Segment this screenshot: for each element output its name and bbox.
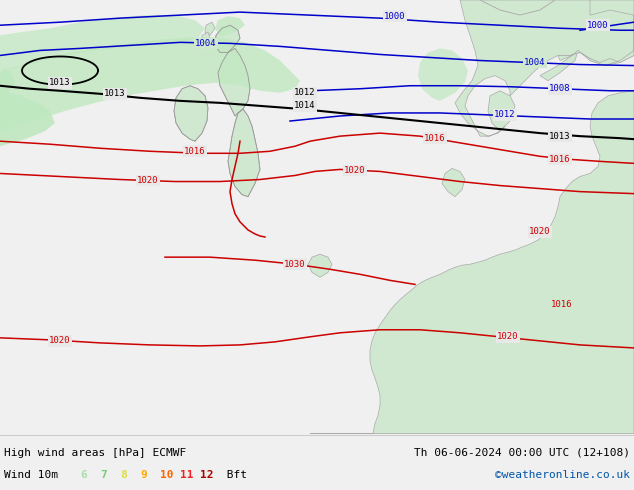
Text: 8: 8 (120, 470, 127, 480)
Text: 1014: 1014 (294, 101, 316, 110)
Text: 7: 7 (100, 470, 107, 480)
Text: 1016: 1016 (551, 300, 573, 309)
Polygon shape (205, 22, 215, 35)
Text: Bft: Bft (220, 470, 247, 480)
Text: 1016: 1016 (424, 134, 446, 143)
Polygon shape (202, 32, 210, 42)
Text: 1020: 1020 (497, 332, 519, 342)
Text: ©weatheronline.co.uk: ©weatheronline.co.uk (495, 470, 630, 480)
Text: 1004: 1004 (195, 39, 217, 48)
Text: 1004: 1004 (524, 58, 546, 67)
Polygon shape (0, 69, 15, 101)
Text: 1013: 1013 (49, 78, 71, 87)
Text: 12: 12 (200, 470, 214, 480)
Polygon shape (558, 0, 634, 66)
Polygon shape (308, 254, 332, 277)
Text: 1020: 1020 (529, 227, 551, 237)
Polygon shape (488, 91, 515, 131)
Text: 1013: 1013 (549, 132, 571, 141)
Polygon shape (540, 50, 578, 81)
Text: 6: 6 (80, 470, 87, 480)
Text: 1020: 1020 (344, 166, 366, 175)
Polygon shape (0, 91, 55, 146)
Text: 1008: 1008 (549, 84, 571, 93)
Text: High wind areas [hPa] ECMWF: High wind areas [hPa] ECMWF (4, 448, 186, 458)
Text: 1012: 1012 (294, 88, 316, 98)
Polygon shape (442, 169, 465, 196)
Polygon shape (310, 91, 634, 434)
Polygon shape (0, 37, 300, 133)
Polygon shape (218, 49, 250, 116)
Polygon shape (228, 109, 260, 196)
Text: 1020: 1020 (137, 176, 158, 185)
Polygon shape (0, 15, 205, 71)
Polygon shape (174, 86, 208, 141)
Text: 1000: 1000 (384, 12, 406, 21)
Polygon shape (215, 16, 245, 37)
Text: Wind 10m: Wind 10m (4, 470, 58, 480)
Text: 1016: 1016 (184, 147, 206, 156)
Polygon shape (418, 49, 468, 101)
Text: 11: 11 (180, 470, 193, 480)
Text: 1012: 1012 (495, 110, 515, 120)
Text: 1000: 1000 (587, 21, 609, 30)
Text: 1020: 1020 (49, 336, 71, 345)
Text: 1016: 1016 (549, 155, 571, 164)
Text: 1013: 1013 (104, 89, 126, 98)
Polygon shape (455, 0, 634, 136)
Polygon shape (580, 15, 634, 66)
Text: Th 06-06-2024 00:00 UTC (12+108): Th 06-06-2024 00:00 UTC (12+108) (414, 448, 630, 458)
Polygon shape (215, 25, 240, 52)
Text: 10: 10 (160, 470, 174, 480)
Text: 1030: 1030 (284, 260, 306, 269)
Text: 9: 9 (140, 470, 146, 480)
Polygon shape (480, 0, 634, 15)
